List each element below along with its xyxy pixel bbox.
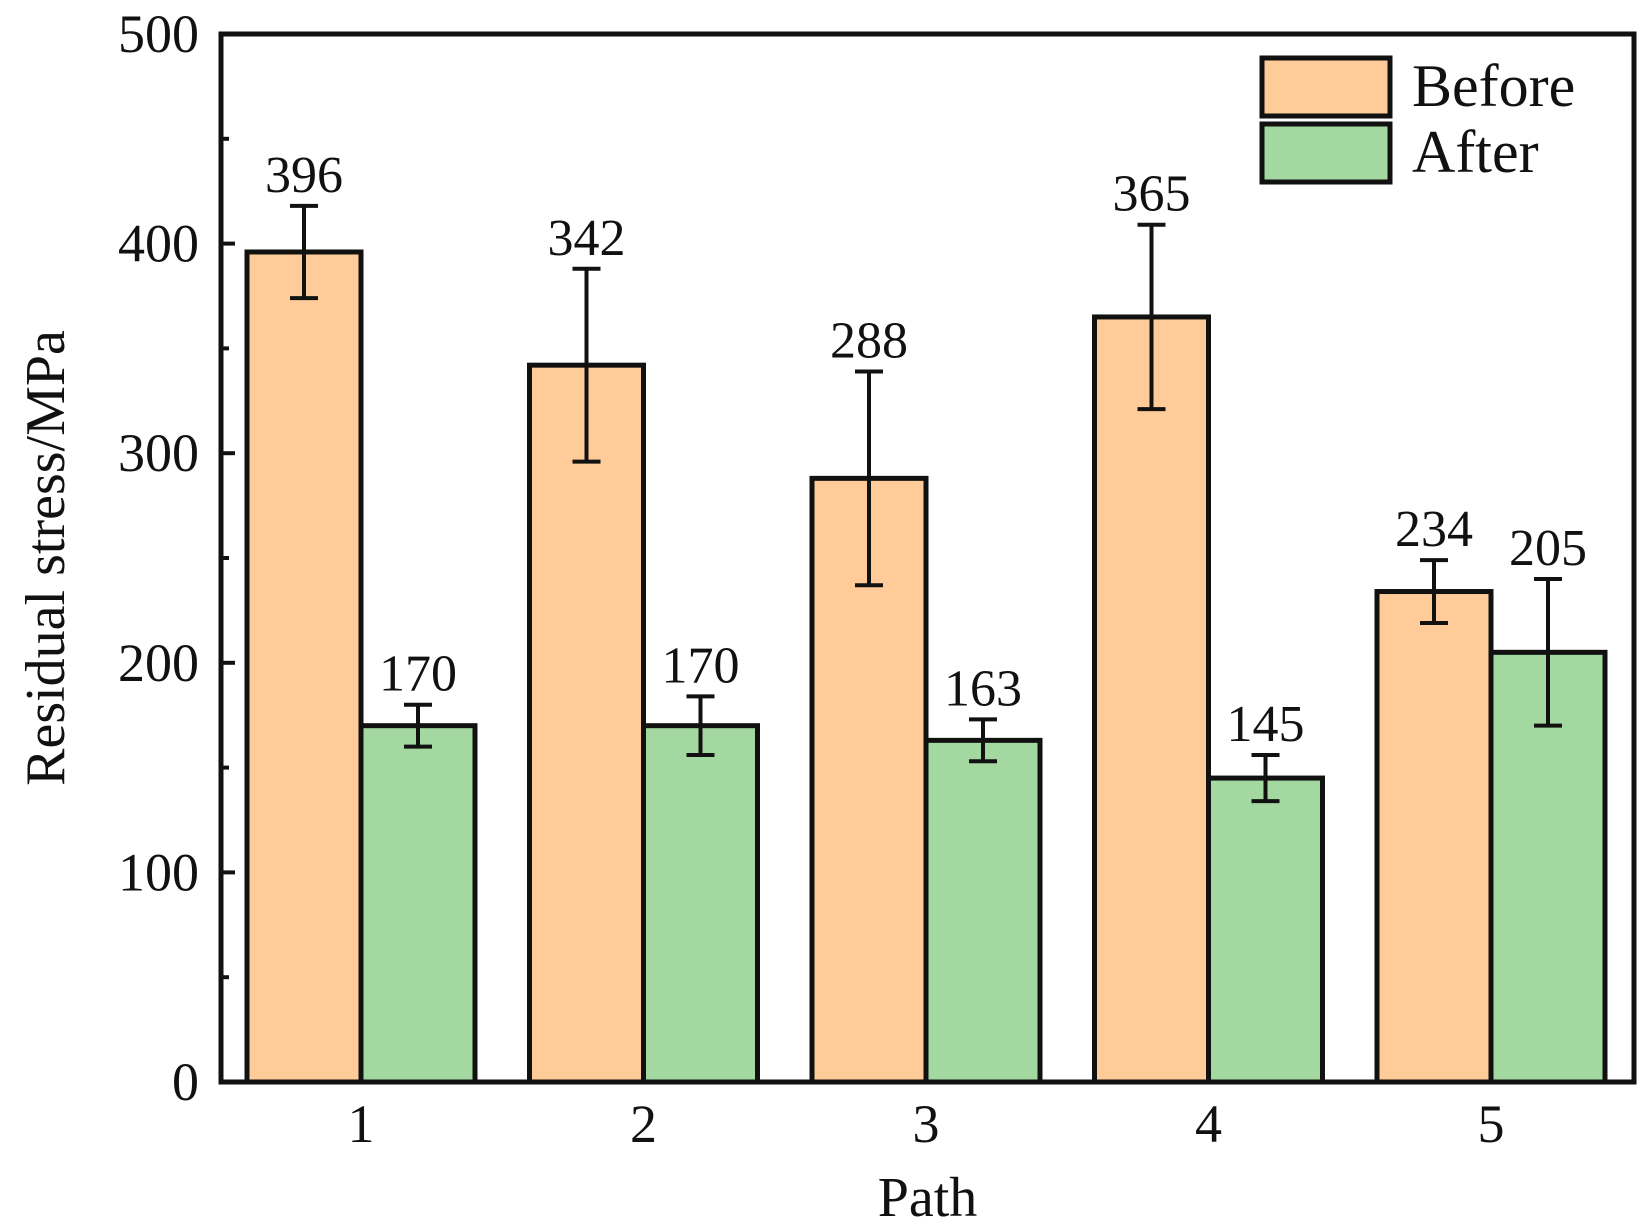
data-label: 163 (944, 660, 1022, 717)
y-tick-label: 0 (172, 1052, 199, 1112)
y-tick-label: 200 (118, 633, 199, 693)
data-label: 396 (265, 147, 343, 204)
x-tick-label: 3 (913, 1094, 940, 1154)
x-tick-label: 2 (630, 1094, 657, 1154)
bar-before-1 (244, 249, 364, 1085)
bar-after-4 (1206, 775, 1325, 1085)
bar-before-5 (1374, 589, 1494, 1085)
data-label: 205 (1509, 520, 1587, 577)
data-label: 365 (1113, 166, 1191, 223)
x-axis-ticks: 1 2 3 4 5 (348, 1068, 1505, 1154)
plot-frame (218, 31, 1637, 1085)
legend-swatch-before (1259, 55, 1393, 119)
x-tick-label: 5 (1478, 1094, 1505, 1154)
y-tick-label: 100 (118, 842, 199, 902)
data-label: 342 (548, 210, 626, 267)
bar-after-2 (641, 723, 760, 1085)
bar-after-1 (358, 723, 478, 1085)
y-axis-ticks: 0 100 200 300 400 500 (118, 4, 235, 1112)
bar-before-2 (527, 362, 646, 1085)
y-tick-label: 400 (118, 214, 199, 274)
legend-label-before: Before (1412, 53, 1575, 119)
data-label: 170 (379, 646, 457, 703)
legend-label-after: After (1412, 119, 1539, 185)
legend-swatch-after (1259, 121, 1393, 185)
data-label: 234 (1395, 501, 1473, 558)
y-tick-label: 500 (118, 4, 199, 64)
data-label: 288 (830, 312, 908, 369)
error-bars (290, 203, 1562, 804)
x-axis-title: Path (878, 1167, 978, 1224)
x-tick-label: 4 (1195, 1094, 1222, 1154)
y-tick-label: 300 (118, 423, 199, 483)
x-tick-label: 1 (348, 1094, 375, 1154)
data-labels: 396 170 342 170 288 163 365 145 234 205 (265, 147, 1587, 753)
y-axis-title: Residual stress/MPa (15, 330, 77, 786)
bar-after-3 (923, 737, 1043, 1085)
bars (244, 249, 1608, 1085)
data-label: 145 (1227, 696, 1305, 753)
data-label: 170 (662, 637, 740, 694)
bar-before-4 (1092, 314, 1211, 1085)
